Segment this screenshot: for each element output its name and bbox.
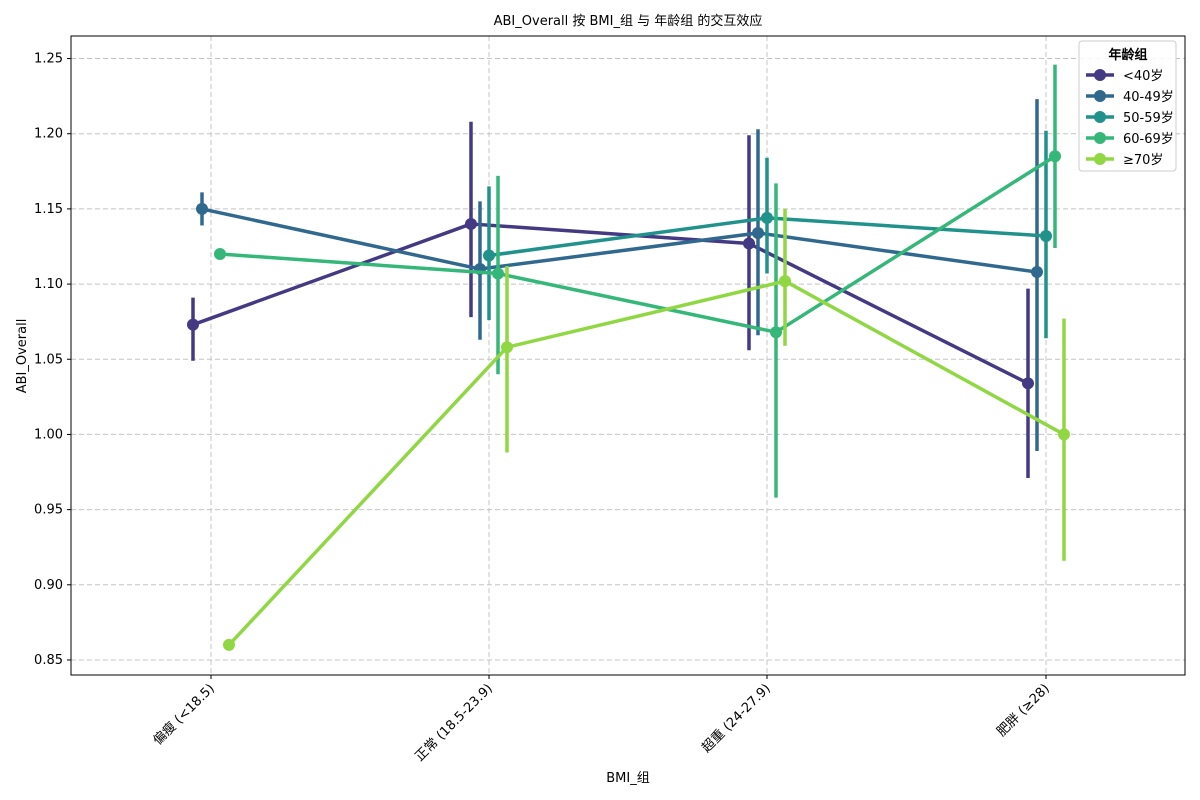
y-tick-label: 1.25	[34, 52, 63, 67]
data-point	[214, 248, 226, 261]
data-point	[1022, 377, 1034, 390]
x-tick-label: 偏瘦 (<18.5)	[150, 681, 218, 749]
series-group	[187, 64, 1070, 651]
data-point	[779, 275, 791, 288]
y-tick-label: 1.20	[34, 127, 63, 142]
legend-swatch-marker	[1094, 90, 1106, 102]
legend-swatch-marker	[1094, 132, 1106, 144]
y-tick-label: 1.05	[34, 352, 63, 367]
data-point	[1049, 150, 1061, 163]
y-tick-label: 0.95	[34, 503, 63, 518]
legend-swatch-marker	[1094, 69, 1106, 81]
legend-swatch-marker	[1094, 153, 1106, 165]
legend-label: 60-69岁	[1123, 132, 1174, 147]
data-point	[770, 326, 782, 339]
legend-label: 50-59岁	[1123, 111, 1174, 126]
data-point	[196, 202, 208, 215]
x-axis: 偏瘦 (<18.5) 正常 (18.5-23.9) 超重 (24-27.9) 肥胖 (…	[150, 675, 1053, 765]
data-point	[1040, 229, 1052, 242]
legend: 年龄组 <40岁 40-49岁 50-59岁 60-69岁 ≥70岁	[1078, 40, 1177, 172]
series-line	[227, 279, 1065, 647]
data-point	[1058, 428, 1070, 441]
y-tick-label: 1.00	[34, 427, 63, 442]
x-tick-label: 超重 (24-27.9)	[699, 681, 774, 756]
legend-label: <40岁	[1123, 69, 1163, 84]
data-point	[1031, 266, 1043, 279]
y-tick-label: 0.85	[34, 653, 63, 668]
legend-label: ≥70岁	[1123, 153, 1163, 168]
data-point	[483, 249, 495, 262]
chart-title: ABI_Overall 按 BMI_组 与 年龄组 的交互效应	[494, 13, 763, 29]
legend-title: 年龄组	[1108, 47, 1147, 63]
x-axis-title: BMI_组	[606, 771, 649, 786]
data-point	[752, 226, 764, 239]
data-point	[492, 267, 504, 280]
data-point	[743, 237, 755, 250]
data-point	[761, 211, 773, 224]
y-tick-label: 1.10	[34, 277, 63, 292]
x-tick-label: 肥胖 (≥28)	[994, 681, 1052, 739]
plot-frame	[70, 35, 1186, 676]
series-line	[219, 154, 1056, 334]
y-tick-label: 0.90	[34, 578, 63, 593]
y-axis-title: ABI_Overall	[15, 319, 30, 394]
legend-label: 40-49岁	[1123, 90, 1174, 105]
data-point	[465, 217, 477, 230]
y-tick-label: 1.15	[34, 202, 63, 217]
y-axis: 0.85 0.90 0.95 1.00 1.05 1.10 1.15 1.20 1.25	[34, 52, 71, 668]
series-line	[201, 207, 1038, 274]
data-point	[223, 638, 235, 651]
series-line	[192, 222, 1029, 385]
grid-lines	[71, 36, 1185, 675]
x-tick-label: 正常 (18.5-23.9)	[412, 681, 495, 764]
data-point	[501, 341, 513, 354]
data-point	[187, 318, 199, 331]
legend-swatch-marker	[1094, 111, 1106, 123]
